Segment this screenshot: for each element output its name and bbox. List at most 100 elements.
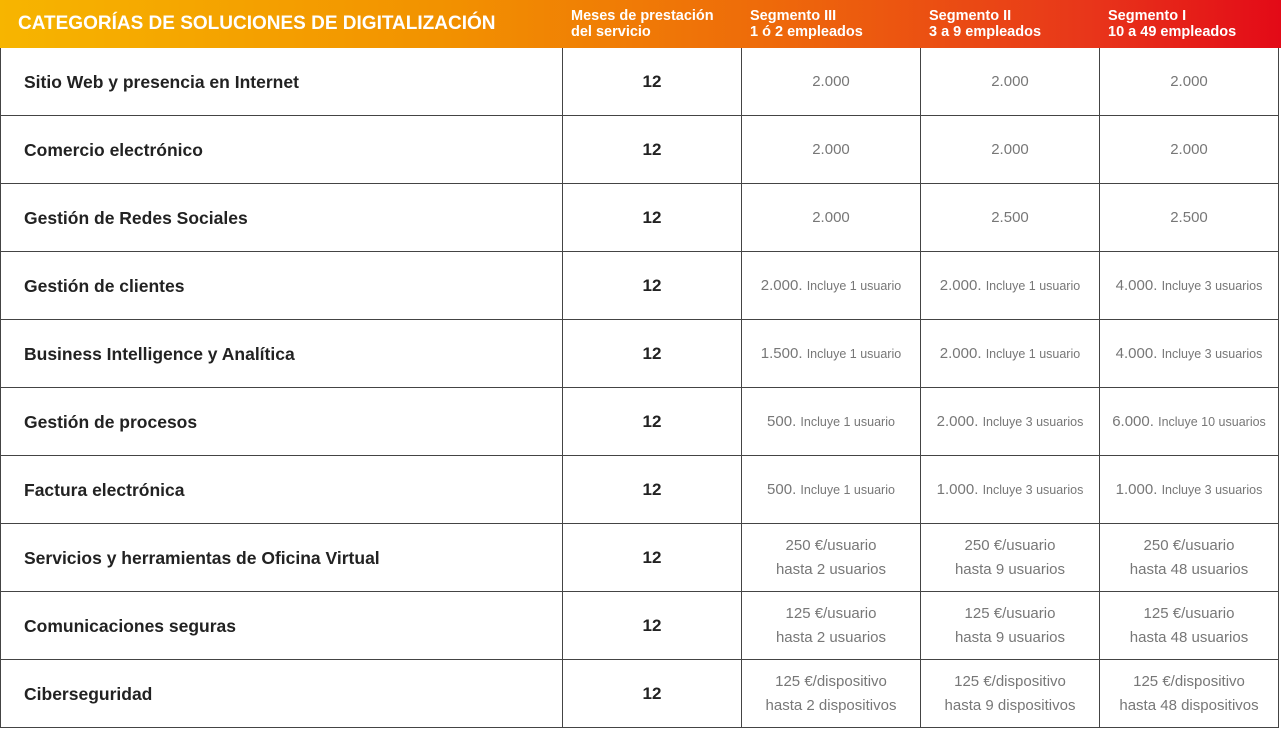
cell-text: hasta 48 dispositivos [1119, 696, 1259, 714]
cell-line: 2.000. Incluye 1 usuario [940, 342, 1080, 366]
months-cell: 12 [563, 252, 742, 320]
price-amount: 1.500. [760, 344, 803, 362]
price-cell: 2.000. Incluye 1 usuario [921, 252, 1100, 320]
cell-text: Gestión de Redes Sociales [24, 207, 248, 228]
price-note: Incluye 3 usuarios [1161, 278, 1263, 293]
cell-text: hasta 9 dispositivos [944, 696, 1076, 714]
price-note: Incluye 1 usuario [800, 414, 895, 429]
price-cell: 2.000. Incluye 1 usuario [921, 320, 1100, 388]
cell-text: Sitio Web y presencia en Internet [24, 71, 299, 92]
cell-text: Gestión de clientes [24, 275, 185, 296]
header-text: 10 a 49 empleados [1108, 24, 1237, 40]
cell-text: hasta 9 usuarios [954, 560, 1066, 578]
price-amount: 4.000. [1115, 276, 1158, 294]
category-cell: Gestión de Redes Sociales [0, 184, 563, 252]
price-cell: 2.000 [742, 184, 921, 252]
months-cell: 12 [563, 456, 742, 524]
price-amount: 500. [767, 412, 797, 430]
cell-text: hasta 48 usuarios [1129, 628, 1249, 646]
cell-text: 125 €/dispositivo [1133, 672, 1245, 690]
cell-text: hasta 9 usuarios [954, 628, 1066, 646]
cell-text: 12 [642, 547, 662, 567]
cell-text: Factura electrónica [24, 479, 185, 500]
cell-text: 2.000 [812, 72, 850, 90]
price-cell: 2.000 [921, 116, 1100, 184]
price-note: Incluye 1 usuario [800, 482, 895, 497]
price-cell: 125 €/usuario hasta 9 usuarios [921, 592, 1100, 660]
months-cell: 12 [563, 592, 742, 660]
header-text: Segmento I [1108, 8, 1187, 24]
cell-text: Comunicaciones seguras [24, 615, 237, 636]
cell-text: 2.500 [991, 208, 1029, 226]
cell-line: 1.500. Incluye 1 usuario [761, 342, 901, 366]
price-cell: 2.500 [1100, 184, 1279, 252]
price-cell: 125 €/dispositivo hasta 2 dispositivos [742, 660, 921, 728]
price-amount: 2.000. [760, 276, 803, 294]
price-note: Incluye 10 usuarios [1158, 414, 1266, 429]
header-text: Meses de prestación [571, 8, 714, 24]
cell-text: 125 €/dispositivo [775, 672, 887, 690]
price-amount: 2.000. [936, 412, 979, 430]
price-note: Incluye 3 usuarios [982, 414, 1084, 429]
cell-text: 250 €/usuario [964, 536, 1056, 554]
cell-text: 12 [642, 683, 662, 703]
price-cell: 2.000 [742, 116, 921, 184]
cell-text: Comercio electrónico [24, 139, 203, 160]
cell-line: 1.000. Incluye 3 usuarios [937, 478, 1084, 502]
price-cell: 250 €/usuario hasta 2 usuarios [742, 524, 921, 592]
category-cell: Factura electrónica [0, 456, 563, 524]
price-cell: 250 €/usuario hasta 9 usuarios [921, 524, 1100, 592]
header-cell: Meses de prestación del servicio [563, 0, 742, 48]
header-background [0, 0, 1281, 48]
cell-text: 12 [642, 275, 662, 295]
cell-line: 6.000. Incluye 10 usuarios [1112, 410, 1266, 434]
price-amount: 2.000. [939, 276, 982, 294]
cell-text: 2.500 [1170, 208, 1208, 226]
cell-text: 2.000 [812, 208, 850, 226]
cell-text: Ciberseguridad [24, 683, 153, 704]
price-cell: 125 €/usuario hasta 48 usuarios [1100, 592, 1279, 660]
price-amount: 6.000. [1112, 412, 1154, 430]
cell-line: 500. Incluye 1 usuario [767, 410, 895, 434]
category-cell: Ciberseguridad [0, 660, 563, 728]
price-cell: 1.000. Incluye 3 usuarios [921, 456, 1100, 524]
price-cell: 500. Incluye 1 usuario [742, 388, 921, 456]
category-cell: Sitio Web y presencia en Internet [0, 48, 563, 116]
months-cell: 12 [563, 388, 742, 456]
months-cell: 12 [563, 48, 742, 116]
category-cell: Servicios y herramientas de Oficina Virt… [0, 524, 563, 592]
cell-text: 125 €/usuario [1143, 604, 1235, 622]
cell-text: Gestión de procesos [24, 411, 198, 432]
cell-text: hasta 48 usuarios [1129, 560, 1249, 578]
price-amount: 1.000. [936, 480, 979, 498]
price-amount: 1.000. [1115, 480, 1158, 498]
months-cell: 12 [563, 184, 742, 252]
cell-text: 2.000 [812, 140, 850, 158]
price-note: Incluye 3 usuarios [1161, 346, 1263, 361]
price-cell: 2.000 [921, 48, 1100, 116]
price-note: Incluye 1 usuario [985, 278, 1081, 293]
price-cell: 1.000. Incluye 3 usuarios [1100, 456, 1279, 524]
price-note: Incluye 1 usuario [806, 346, 902, 361]
header-text: Segmento II [929, 8, 1012, 24]
header-cell: Segmento I 10 a 49 empleados [1100, 0, 1279, 48]
cell-text: Business Intelligence y Analítica [24, 343, 295, 364]
price-cell: 2.000 [1100, 116, 1279, 184]
price-cell: 2.500 [921, 184, 1100, 252]
price-cell: 125 €/usuario hasta 2 usuarios [742, 592, 921, 660]
header-text: CATEGORÍAS DE SOLUCIONES DE DIGITALIZACI… [18, 13, 496, 34]
cell-text: hasta 2 usuarios [775, 560, 887, 578]
cell-text: 12 [642, 343, 662, 363]
price-cell: 4.000. Incluye 3 usuarios [1100, 320, 1279, 388]
category-cell: Comunicaciones seguras [0, 592, 563, 660]
price-note: Incluye 1 usuario [806, 278, 902, 293]
cell-text: Servicios y herramientas de Oficina Virt… [24, 547, 380, 568]
cell-text: 12 [642, 139, 662, 159]
cell-text: 125 €/dispositivo [954, 672, 1066, 690]
price-cell: 2.000 [742, 48, 921, 116]
price-cell: 250 €/usuario hasta 48 usuarios [1100, 524, 1279, 592]
cell-line: 2.000. Incluye 3 usuarios [937, 410, 1084, 434]
cell-text: 125 €/usuario [964, 604, 1056, 622]
